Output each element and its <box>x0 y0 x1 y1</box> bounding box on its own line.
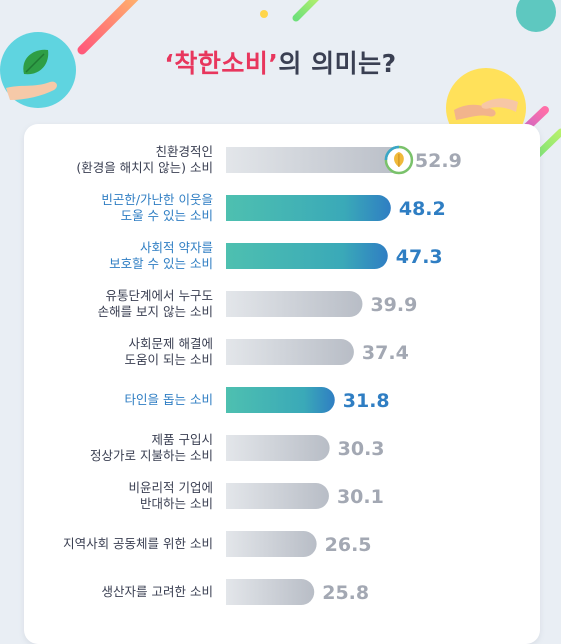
category-label: 생산자를 고려한 소비 <box>102 584 213 599</box>
category-label: 도움이 되는 소비 <box>125 352 213 367</box>
category-label: 비윤리적 기업에 <box>129 480 213 495</box>
category-label: 지역사회 공동체를 위한 소비 <box>63 536 213 551</box>
bar <box>226 483 329 509</box>
value-label: 26.5 <box>325 534 372 556</box>
value-label: 37.4 <box>362 342 409 364</box>
category-label: 손해를 보지 않는 소비 <box>98 304 213 319</box>
value-label: 30.1 <box>337 486 384 508</box>
category-label: 친환경적인 <box>155 144 213 159</box>
value-label: 31.8 <box>343 390 390 412</box>
category-label: 사회적 약자를 <box>140 240 213 255</box>
hand-holding-leaf-icon <box>0 30 82 112</box>
title-highlight: ‘착한소비’ <box>164 49 279 78</box>
value-label: 48.2 <box>399 198 446 220</box>
title-rest: 의 의미는? <box>278 49 397 78</box>
bar <box>226 195 391 221</box>
bar <box>226 291 363 317</box>
value-label: 25.8 <box>322 582 369 604</box>
category-label: 반대하는 소비 <box>140 496 213 511</box>
bar <box>226 531 317 557</box>
bar-row: 지역사회 공동체를 위한 소비 26.5 <box>63 531 372 557</box>
bar <box>226 387 335 413</box>
category-label: 사회문제 해결에 <box>129 336 213 351</box>
value-label: 30.3 <box>338 438 385 460</box>
bar <box>226 579 315 605</box>
bar-row: 생산자를 고려한 소비 25.8 <box>102 579 369 605</box>
value-label: 47.3 <box>396 246 443 268</box>
category-label: 도울 수 있는 소비 <box>121 208 213 223</box>
category-label: 제품 구입시 <box>152 432 213 447</box>
category-label: 정상가로 지불하는 소비 <box>90 448 213 463</box>
bar <box>226 147 407 173</box>
bar <box>226 435 330 461</box>
recycle-leaf-icon <box>384 145 414 175</box>
category-label: (환경을 해치지 않는) 소비 <box>76 160 213 175</box>
bar-row: 친환경적인(환경을 해치지 않는) 소비 52.9 <box>76 144 461 175</box>
bar-row: 타인을 돕는 소비 31.8 <box>125 387 390 413</box>
value-label: 39.9 <box>370 294 417 316</box>
category-label: 유통단계에서 누구도 <box>106 288 213 303</box>
category-label: 빈곤한/가난한 이웃을 <box>101 192 213 207</box>
page-title: ‘착한소비’의 의미는? <box>0 44 561 80</box>
category-label: 보호할 수 있는 소비 <box>109 256 213 271</box>
bar <box>226 243 388 269</box>
category-label: 타인을 돕는 소비 <box>125 392 213 407</box>
value-label: 52.9 <box>415 150 462 172</box>
bar <box>226 339 354 365</box>
